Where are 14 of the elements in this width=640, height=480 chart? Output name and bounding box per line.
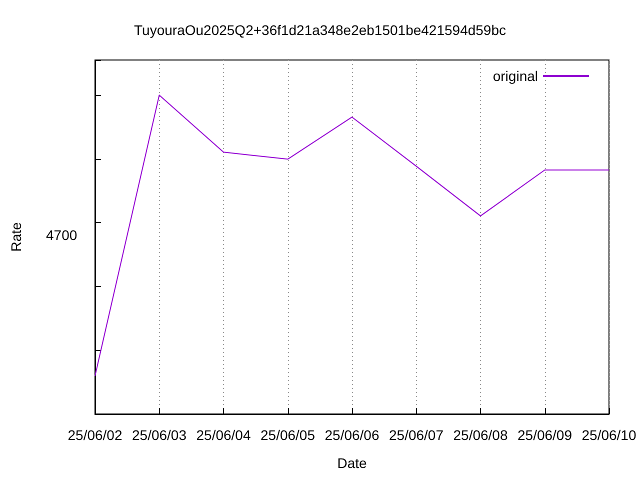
text: 4700 [46, 227, 78, 243]
y-axis-title: Rate [8, 222, 24, 252]
x-tick-label: 25/06/08 [453, 427, 508, 443]
x-axis-title: Date [337, 455, 367, 471]
x-tick-label: 25/06/04 [196, 427, 251, 443]
chart-title: TuyouraOu2025Q2+36f1d21a348e2eb1501be421594d59bc [134, 22, 506, 38]
x-tick-label: 25/06/03 [132, 427, 187, 443]
legend-label: original [492, 68, 538, 84]
x-tick-label: 25/06/02 [68, 427, 122, 443]
x-tick-label: 25/06/09 [518, 427, 572, 443]
x-tick-label: 25/06/05 [260, 427, 316, 443]
x-tick-label: 25/06/07 [389, 427, 444, 443]
x-tick-label: 25/06/06 [324, 427, 380, 443]
x-tick-label: 25/06/10 [582, 427, 636, 443]
